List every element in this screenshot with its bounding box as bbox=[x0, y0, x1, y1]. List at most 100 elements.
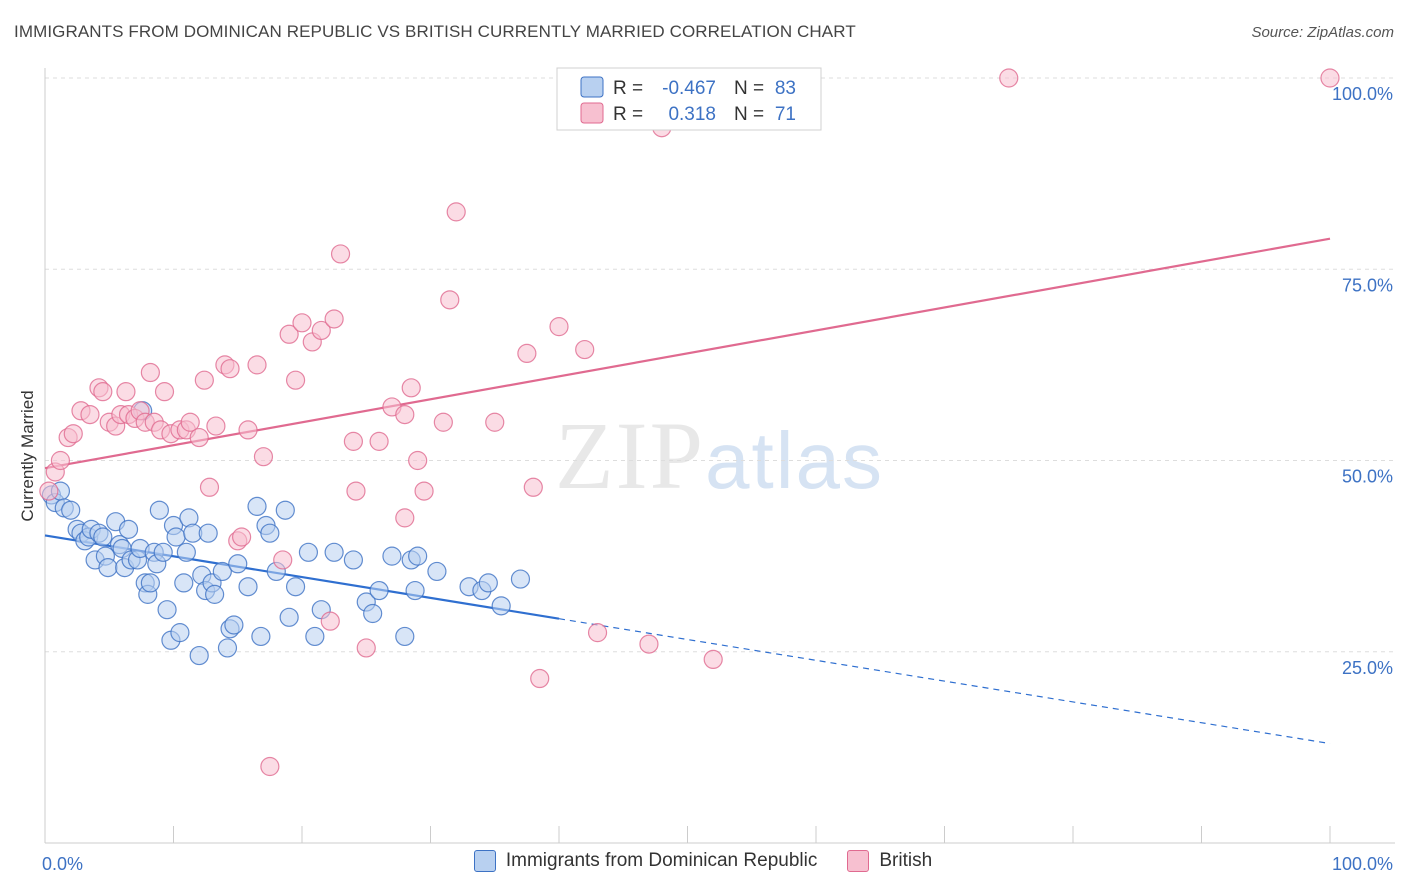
point-dominican bbox=[369, 580, 389, 601]
legend-swatch-pink bbox=[580, 102, 604, 124]
point-dominican bbox=[149, 500, 169, 520]
point-british bbox=[232, 527, 252, 547]
legend-n-label-2: N = bbox=[734, 104, 764, 125]
point-british bbox=[320, 611, 340, 631]
point-british bbox=[285, 370, 306, 390]
point-british bbox=[395, 508, 415, 528]
x-tick-label: 100.0% bbox=[1332, 854, 1393, 874]
point-british bbox=[116, 382, 136, 402]
point-british bbox=[330, 244, 351, 264]
point-dominican bbox=[176, 542, 196, 562]
point-british bbox=[194, 370, 214, 390]
point-dominican bbox=[275, 500, 295, 520]
point-british bbox=[189, 427, 209, 448]
point-dominican bbox=[363, 603, 383, 624]
point-british bbox=[63, 424, 83, 444]
point-dominican bbox=[61, 500, 81, 520]
point-dominican bbox=[93, 527, 113, 547]
point-dominican bbox=[198, 523, 218, 543]
y-axis-label: Currently Married bbox=[18, 390, 37, 521]
point-british bbox=[414, 481, 434, 501]
chart-source: Source: ZipAtlas.com bbox=[1251, 24, 1394, 41]
point-british bbox=[446, 202, 466, 222]
trend-line-extension-dominican bbox=[558, 618, 1331, 745]
point-dominican bbox=[324, 542, 344, 562]
point-british bbox=[273, 550, 293, 570]
point-british bbox=[639, 634, 659, 654]
point-british bbox=[39, 481, 59, 501]
point-british bbox=[220, 359, 240, 379]
point-dominican bbox=[238, 577, 258, 597]
point-dominican bbox=[305, 626, 325, 647]
point-dominican bbox=[98, 557, 118, 578]
point-dominican bbox=[118, 519, 139, 539]
legend-item-british[interactable]: British bbox=[847, 850, 932, 872]
point-british bbox=[279, 324, 299, 344]
point-dominican bbox=[491, 596, 511, 616]
legend-swatch-dominican bbox=[473, 850, 496, 872]
legend-r-value-2: 0.318 bbox=[668, 104, 716, 125]
point-dominican bbox=[153, 542, 173, 562]
point-british bbox=[587, 623, 608, 643]
legend-swatch-blue bbox=[580, 76, 604, 98]
point-british bbox=[50, 450, 71, 471]
point-dominican bbox=[405, 580, 425, 601]
point-dominican bbox=[174, 573, 194, 593]
point-dominican bbox=[166, 527, 186, 547]
point-british bbox=[369, 431, 389, 451]
series-legend: Immigrants from Dominican Republic Briti… bbox=[0, 850, 1406, 872]
legend-swatch-british bbox=[847, 850, 870, 872]
point-british bbox=[80, 405, 100, 425]
point-british bbox=[575, 339, 595, 360]
legend-n-value-1: 83 bbox=[775, 78, 796, 99]
correlation-legend: R = -0.467 N = 83 R = 0.318 N = 71 bbox=[556, 67, 822, 131]
point-dominican bbox=[157, 600, 177, 620]
point-british bbox=[292, 313, 312, 333]
point-british bbox=[401, 378, 421, 398]
point-british bbox=[517, 343, 537, 363]
point-british bbox=[324, 309, 344, 329]
point-british bbox=[206, 416, 226, 436]
legend-n-value-2: 71 bbox=[775, 104, 796, 125]
legend-r-label-1: R = bbox=[613, 78, 643, 99]
point-dominican bbox=[217, 638, 238, 658]
y-tick-labels: 25.0% 50.0% 75.0% 100.0% bbox=[1332, 84, 1393, 678]
point-british bbox=[311, 320, 331, 341]
legend-label-dominican: Immigrants from Dominican Republic bbox=[505, 850, 818, 871]
y-tick-label: 100.0% bbox=[1332, 84, 1393, 104]
point-british bbox=[247, 355, 267, 375]
legend-item-dominican[interactable]: Immigrants from Dominican Republic bbox=[473, 850, 818, 872]
point-british bbox=[549, 317, 569, 337]
point-british bbox=[343, 431, 363, 451]
point-british bbox=[703, 649, 723, 670]
legend-r-value-1: -0.467 bbox=[662, 78, 716, 99]
point-dominican bbox=[395, 626, 415, 647]
point-dominican bbox=[228, 554, 248, 574]
point-dominican bbox=[427, 561, 447, 582]
point-british bbox=[1320, 68, 1340, 88]
watermark-zip: ZIP bbox=[555, 402, 705, 509]
point-british bbox=[260, 756, 280, 777]
point-british bbox=[530, 668, 550, 689]
point-british bbox=[440, 290, 460, 310]
point-dominican bbox=[343, 550, 363, 570]
axes bbox=[44, 68, 1395, 844]
point-dominican bbox=[251, 626, 271, 647]
point-british bbox=[523, 477, 543, 497]
point-dominican bbox=[382, 546, 402, 566]
legend-r-label-2: R = bbox=[613, 104, 643, 125]
legend-label-british: British bbox=[879, 850, 933, 871]
point-dominican bbox=[189, 645, 209, 666]
point-british bbox=[93, 382, 113, 402]
point-dominican bbox=[212, 561, 232, 582]
point-dominican bbox=[205, 584, 225, 604]
point-dominican bbox=[170, 623, 190, 643]
x-tick-labels: 0.0% 100.0% bbox=[42, 854, 1393, 874]
y-tick-label: 25.0% bbox=[1342, 658, 1393, 678]
point-dominican bbox=[478, 573, 498, 593]
point-british bbox=[154, 382, 175, 402]
point-dominican bbox=[247, 496, 267, 516]
point-british bbox=[238, 420, 258, 440]
point-british bbox=[346, 481, 366, 501]
